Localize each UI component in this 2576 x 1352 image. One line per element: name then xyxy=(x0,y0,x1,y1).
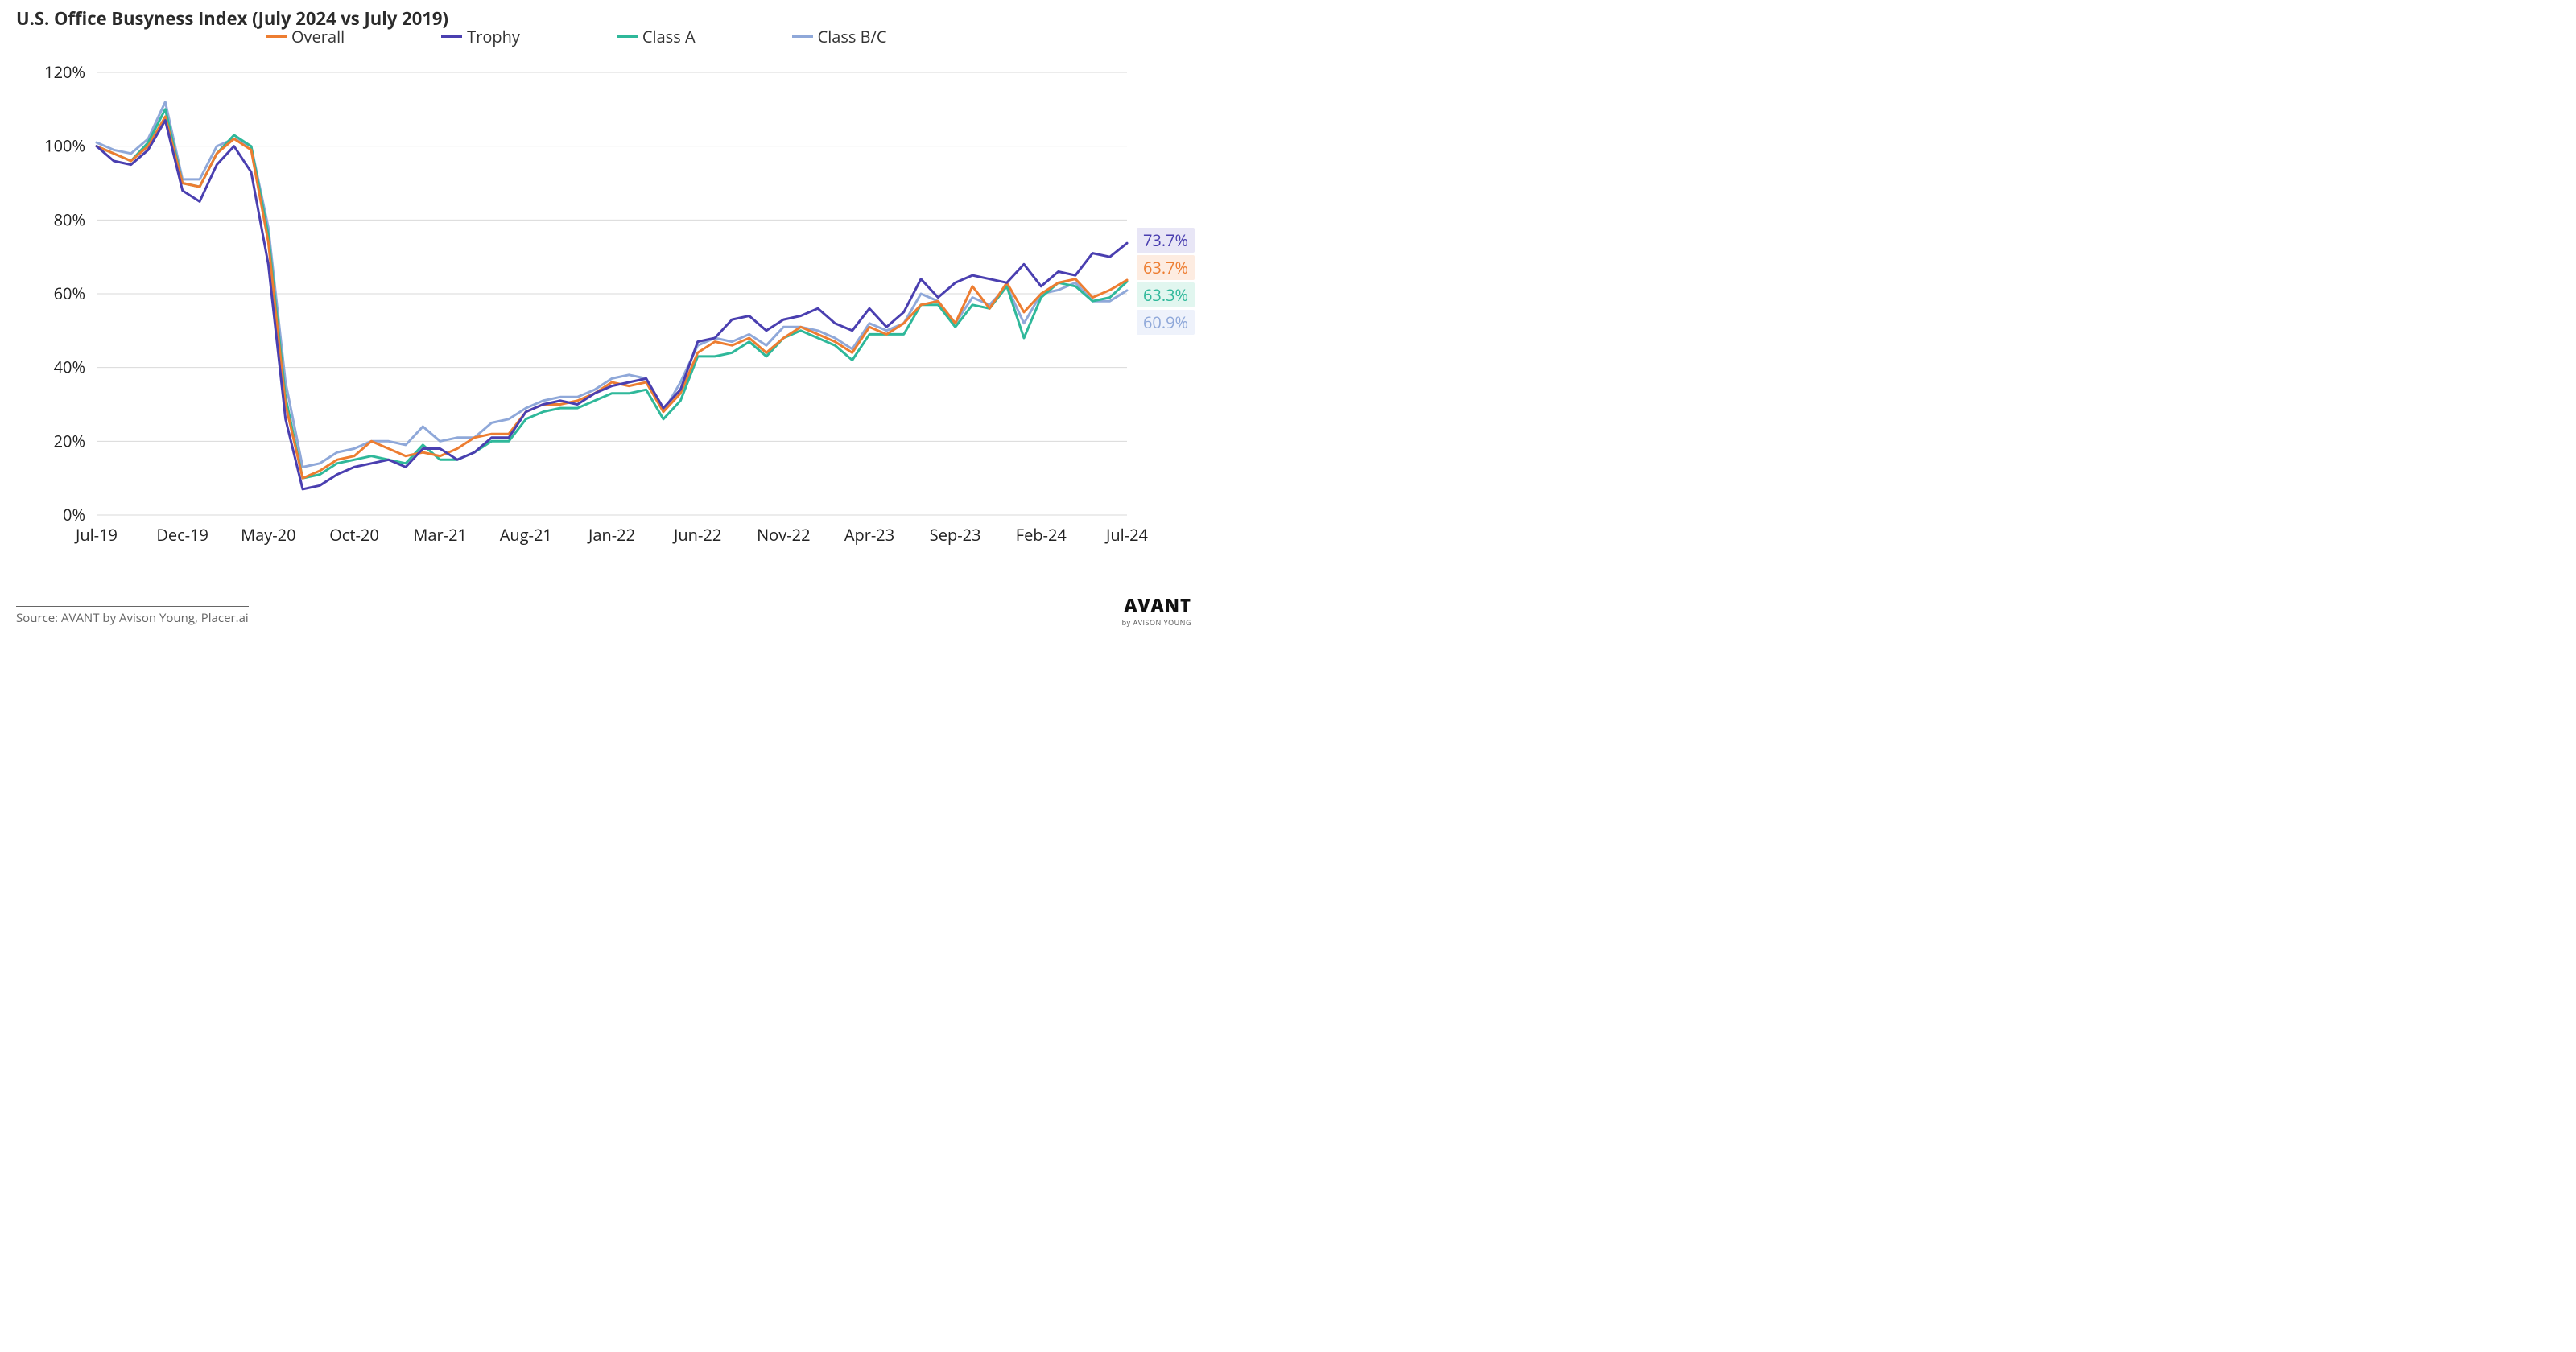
svg-text:Jul-19: Jul-19 xyxy=(74,524,118,546)
svg-text:Aug-21: Aug-21 xyxy=(500,524,552,546)
legend-label: Class A xyxy=(642,26,696,47)
svg-text:20%: 20% xyxy=(54,430,85,451)
svg-text:Mar-21: Mar-21 xyxy=(413,524,467,546)
legend-swatch xyxy=(441,35,462,38)
legend-label: Trophy xyxy=(467,26,520,47)
legend-item-overall: Overall xyxy=(266,26,345,47)
end-label-class-bc: 60.9% xyxy=(1137,310,1195,335)
legend-label: Class B/C xyxy=(818,26,887,47)
svg-text:40%: 40% xyxy=(54,357,85,378)
legend-item-class-a: Class A xyxy=(617,26,696,47)
svg-text:Jan-22: Jan-22 xyxy=(587,524,635,546)
plot-area: 0%20%40%60%80%100%120%Jul-19Dec-19May-20… xyxy=(97,64,1127,555)
svg-text:100%: 100% xyxy=(44,135,85,157)
svg-text:Nov-22: Nov-22 xyxy=(757,524,810,546)
brand-name: AVANT xyxy=(1122,593,1191,617)
svg-text:Dec-19: Dec-19 xyxy=(156,524,208,546)
svg-text:May-20: May-20 xyxy=(241,524,295,546)
chart-container: U.S. Office Busyness Index (July 2024 vs… xyxy=(0,0,1208,636)
legend-label: Overall xyxy=(291,26,345,47)
svg-text:Apr-23: Apr-23 xyxy=(844,524,894,546)
svg-text:Jul-24: Jul-24 xyxy=(1104,524,1149,546)
svg-text:60%: 60% xyxy=(54,282,85,304)
source-text: Source: AVANT by Avison Young, Placer.ai xyxy=(16,606,249,626)
chart-svg: 0%20%40%60%80%100%120%Jul-19Dec-19May-20… xyxy=(97,64,1127,555)
brand-logo: AVANT by AVISON YOUNG xyxy=(1122,593,1191,628)
svg-text:Oct-20: Oct-20 xyxy=(329,524,379,546)
legend-item-class-bc: Class B/C xyxy=(792,26,887,47)
end-label-trophy: 73.7% xyxy=(1137,228,1195,253)
legend-swatch xyxy=(266,35,287,38)
legend: Overall Trophy Class A Class B/C xyxy=(266,26,1159,47)
svg-text:120%: 120% xyxy=(44,61,85,83)
end-label-class-a: 63.3% xyxy=(1137,282,1195,307)
legend-swatch xyxy=(792,35,813,38)
legend-swatch xyxy=(617,35,638,38)
end-label-overall: 63.7% xyxy=(1137,255,1195,280)
svg-text:0%: 0% xyxy=(63,504,85,526)
svg-text:80%: 80% xyxy=(54,208,85,230)
svg-text:Jun-22: Jun-22 xyxy=(672,524,721,546)
brand-subtitle: by AVISON YOUNG xyxy=(1122,617,1191,628)
legend-item-trophy: Trophy xyxy=(441,26,520,47)
svg-text:Feb-24: Feb-24 xyxy=(1016,524,1067,546)
svg-text:Sep-23: Sep-23 xyxy=(930,524,981,546)
